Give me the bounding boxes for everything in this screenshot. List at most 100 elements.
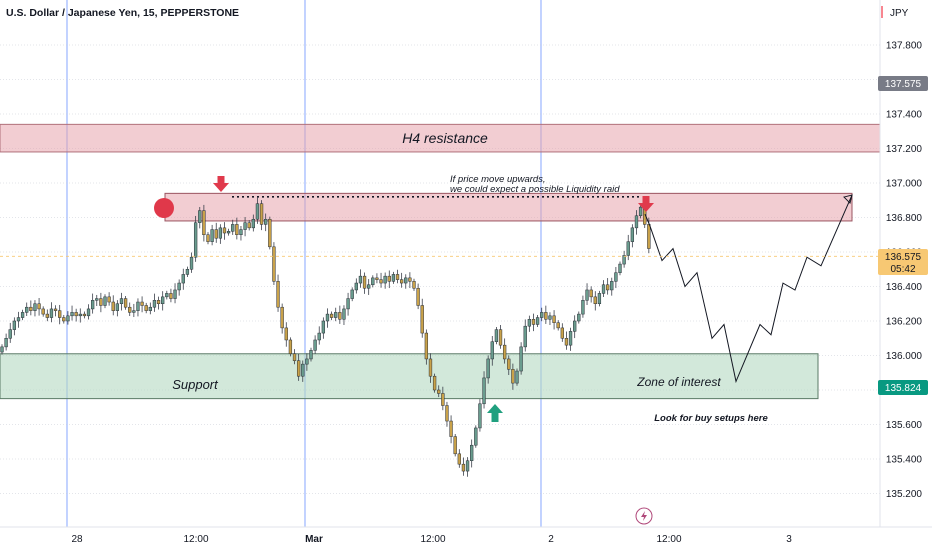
buy-note-box <box>650 410 772 424</box>
candle-body <box>618 263 622 273</box>
candle-body <box>375 277 379 280</box>
candle-body <box>41 308 45 315</box>
candle-body <box>585 289 589 301</box>
candle-body <box>515 370 519 384</box>
candle-body <box>647 224 651 249</box>
support-zone[interactable] <box>0 353 819 400</box>
h4-resistance-zone[interactable] <box>0 123 881 153</box>
candle-body <box>560 327 564 339</box>
candle-body <box>589 289 593 298</box>
candle-body <box>367 284 371 289</box>
svg-text:05:42: 05:42 <box>890 264 915 275</box>
candle-body <box>527 319 532 327</box>
candle-body <box>193 222 198 258</box>
candle-body <box>498 329 503 346</box>
candle-body <box>605 284 610 291</box>
projection-arrowhead <box>843 194 853 205</box>
candle-body <box>573 320 577 332</box>
candle-body <box>301 363 305 377</box>
candle-body <box>309 350 313 360</box>
candle-body <box>226 231 231 234</box>
svg-text:135.824: 135.824 <box>885 383 922 394</box>
candle-body <box>189 256 194 270</box>
candle-body <box>556 322 560 329</box>
candle-body <box>251 218 255 229</box>
candle-body <box>45 313 49 318</box>
candle-body <box>161 296 165 305</box>
candle-body <box>99 298 103 306</box>
candle-body <box>74 312 78 317</box>
price-tag-last: 136.575 05:42 <box>878 249 928 275</box>
candle-body <box>540 312 544 318</box>
price-tag-top: 137.575 <box>878 76 928 91</box>
candle-body <box>581 300 585 315</box>
candle-body <box>185 269 190 275</box>
candle-body <box>614 272 618 282</box>
candle-body <box>115 303 120 311</box>
candle-body <box>404 277 408 284</box>
candle-body <box>453 436 457 455</box>
time-axis[interactable] <box>0 527 932 550</box>
candle-body <box>4 338 8 348</box>
candle-body <box>445 405 449 422</box>
time-tick-label: 28 <box>71 534 83 545</box>
candle-body <box>457 453 461 465</box>
candle-body <box>12 320 17 330</box>
candle-body <box>362 275 367 289</box>
candle-body <box>53 308 58 311</box>
time-tick-label: 12:00 <box>183 534 208 545</box>
candle-body <box>412 281 416 289</box>
candle-body <box>49 308 54 318</box>
candle-body <box>0 346 4 353</box>
candle-body <box>103 296 107 306</box>
candle-body <box>231 224 235 232</box>
candle-body <box>313 339 317 351</box>
candle-body <box>338 312 342 320</box>
currency-label: JPY <box>890 8 909 19</box>
candle-body <box>437 389 441 394</box>
time-tick-label: 3 <box>786 534 792 545</box>
candle-body <box>202 210 206 236</box>
candle-body <box>181 274 185 284</box>
time-tick-label: 12:00 <box>420 534 445 545</box>
candle-body <box>16 317 21 322</box>
raid-note-line-1: If price move upwards, <box>450 174 546 185</box>
candle-body <box>25 306 29 313</box>
candle-body <box>222 227 227 234</box>
candle-body <box>70 312 74 317</box>
candle-body <box>552 315 556 323</box>
candle-body <box>255 203 260 220</box>
candle-body <box>264 218 268 225</box>
candle-body <box>132 310 136 313</box>
time-axis-ticks: 28 12:00 Mar 12:00 2 12:00 3 <box>71 534 792 545</box>
candle-body <box>535 317 540 325</box>
candle-body <box>519 346 523 372</box>
candle-body <box>638 206 643 217</box>
h4-resistance-label: H4 resistance <box>402 130 488 146</box>
svg-text:136.575: 136.575 <box>885 252 922 263</box>
price-tick-label: 135.200 <box>886 489 923 500</box>
candle-body <box>177 282 181 291</box>
candle-body <box>371 277 375 286</box>
arrow-down-icon <box>213 176 229 192</box>
price-tick-label: 135.400 <box>886 455 923 466</box>
candle-body <box>29 306 33 311</box>
candle-body <box>128 306 132 313</box>
candle-body <box>123 298 128 308</box>
price-tick-label: 136.200 <box>886 317 923 328</box>
candle-body <box>62 317 66 322</box>
candle-body <box>317 332 321 341</box>
time-tick-label: 2 <box>548 534 554 545</box>
price-tag-low: 135.824 <box>878 380 928 395</box>
candle-body <box>152 300 157 308</box>
svg-text:137.575: 137.575 <box>885 79 922 90</box>
candle-body <box>502 344 507 360</box>
lightning-icon[interactable] <box>635 507 653 525</box>
candle-body <box>531 319 536 325</box>
candle-body <box>441 393 445 406</box>
projection-path[interactable] <box>644 194 853 384</box>
candle-body <box>268 218 272 248</box>
candle-body <box>140 301 144 306</box>
time-tick-label: Mar <box>305 534 323 545</box>
